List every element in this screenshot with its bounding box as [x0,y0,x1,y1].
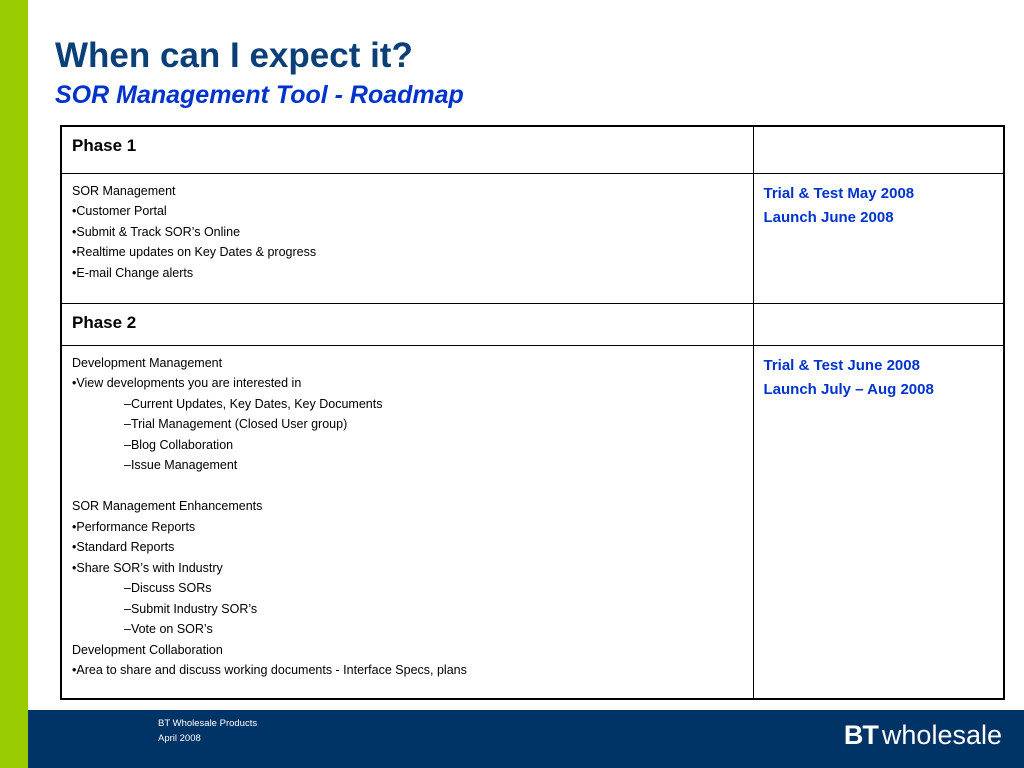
footer-company: BT Wholesale Products [158,718,258,729]
accent-side-bar [0,0,28,768]
phase-1-dates: Trial & Test May 2008 Launch June 2008 [752,172,1005,304]
description-line: –Current Updates, Key Dates, Key Documen… [124,396,383,411]
description-line: –Blog Collaboration [124,437,234,452]
milestone-date: Launch July – Aug 2008 [763,381,934,398]
description-line: –Issue Management [124,458,238,472]
phase-2-label: Phase 2 [60,302,754,346]
description-line: •Submit & Track SOR’s Online [72,224,241,239]
description-line: •Performance Reports [72,519,196,534]
description-line: SOR Management [72,183,176,198]
description-line: Development Collaboration [72,642,223,657]
description-line: •View developments you are interested in [72,376,302,390]
description-line: SOR Management Enhancements [72,499,263,513]
description-line: –Trial Management (Closed User group) [124,417,348,431]
phase-2-description: Development Management •View developments… [60,344,754,700]
phase-1-description: SOR Management •Customer Portal •Submit & … [60,172,754,304]
bt-logo-mark: BT [843,720,879,750]
footer-info: BT Wholesale Products April 2008 [158,717,257,746]
description-line: –Vote on SOR’s [124,622,213,636]
phase-2-dates: Trial & Test June 2008 Launch July – Aug … [752,344,1005,700]
description-line: •Area to share and discuss working docum… [72,663,467,677]
description-line: •Share SOR’s with Industry [72,560,223,575]
page-title: When can I expect it? [55,36,413,75]
roadmap-table: Phase 1 SOR Management •Customer Portal •S… [60,125,1005,700]
description-line [72,476,743,497]
phase-1-content-row: SOR Management •Customer Portal •Submit & … [60,172,1005,304]
phase-2-content-row: Development Management •View developments… [60,344,1005,700]
phase-1-header-row: Phase 1 [60,125,1005,174]
description-line: Development Management [72,355,223,370]
milestone-date: Launch June 2008 [763,209,894,226]
phase-2-header-row: Phase 2 [60,302,1005,346]
milestone-date: Trial & Test June 2008 [763,356,920,374]
description-line: •Realtime updates on Key Dates & progres… [72,245,317,259]
description-line: •Customer Portal [72,204,167,218]
page-subtitle: SOR Management Tool - Roadmap [55,81,464,109]
footer-date: April 2008 [158,732,201,744]
phase-1-label: Phase 1 [60,125,754,174]
description-line: •Standard Reports [72,540,175,554]
phase-1-header-empty-cell [752,125,1005,174]
footer-bar: BT Wholesale Products April 2008 BT whol… [28,710,1024,768]
milestone-date: Trial & Test May 2008 [763,184,915,202]
phase-2-header-empty-cell [752,302,1005,346]
description-line: –Submit Industry SOR’s [124,601,258,616]
description-line: •E-mail Change alerts [72,265,194,280]
bt-wholesale-logo: BT wholesale [844,720,1002,751]
description-line: –Discuss SORs [124,581,212,595]
wholesale-logo-word: wholesale [881,720,1002,750]
